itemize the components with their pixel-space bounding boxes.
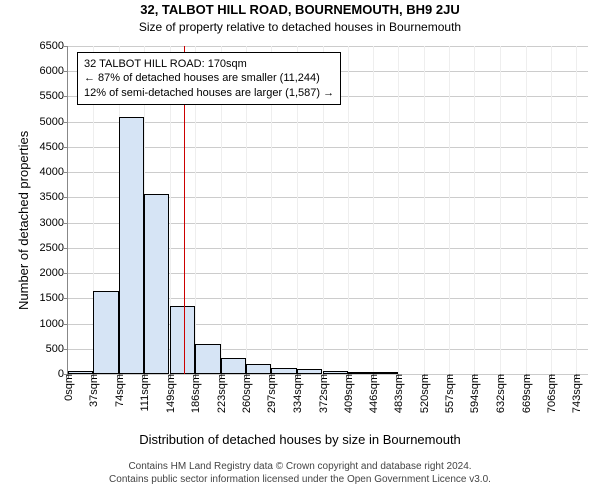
y-tick-label: 4500 (40, 141, 68, 153)
x-tick-label: 111sqm (137, 374, 151, 412)
x-tick-label: 0sqm (61, 374, 75, 401)
grid-line-horizontal (68, 122, 588, 123)
y-tick-label: 6000 (40, 65, 68, 77)
y-tick-label: 1500 (40, 292, 68, 304)
y-tick-label: 5500 (40, 90, 68, 102)
grid-line-vertical (551, 46, 552, 374)
x-tick-label: 149sqm (163, 374, 177, 413)
grid-line-vertical (373, 46, 374, 374)
x-tick-label: 37sqm (86, 374, 100, 407)
histogram-bar (323, 371, 348, 374)
histogram-bar (246, 364, 271, 374)
x-tick-label: 409sqm (341, 374, 355, 413)
x-tick-label: 186sqm (188, 374, 202, 413)
histogram-bar (297, 369, 322, 374)
y-tick-label: 1000 (40, 318, 68, 330)
footer-line-1: Contains HM Land Registry data © Crown c… (0, 460, 600, 473)
info-box-line: ← 87% of detached houses are smaller (11… (84, 71, 334, 85)
grid-line-vertical (424, 46, 425, 374)
histogram-bar (144, 194, 169, 374)
chart-plot-area: 0500100015002000250030003500400045005000… (67, 46, 588, 375)
info-box: 32 TALBOT HILL ROAD: 170sqm← 87% of deta… (77, 52, 341, 105)
x-axis-label: Distribution of detached houses by size … (0, 432, 600, 447)
x-tick-label: 669sqm (519, 374, 533, 413)
histogram-bar (119, 117, 144, 374)
x-tick-label: 74sqm (112, 374, 126, 407)
x-tick-label: 372sqm (316, 374, 330, 413)
y-tick-label: 500 (46, 343, 68, 355)
info-box-line: 32 TALBOT HILL ROAD: 170sqm (84, 57, 334, 71)
histogram-bar (348, 372, 373, 374)
grid-line-vertical (348, 46, 349, 374)
grid-line-vertical (526, 46, 527, 374)
footer-line-2: Contains public sector information licen… (0, 473, 600, 486)
y-axis-label: Number of detached properties (16, 131, 31, 310)
y-tick-label: 3500 (40, 191, 68, 203)
y-tick-label: 3000 (40, 217, 68, 229)
info-box-line: 12% of semi-detached houses are larger (… (84, 86, 334, 100)
y-tick-label: 5000 (40, 116, 68, 128)
x-tick-label: 446sqm (366, 374, 380, 413)
x-tick-label: 706sqm (544, 374, 558, 413)
x-tick-label: 223sqm (214, 374, 228, 413)
grid-line-horizontal (68, 172, 588, 173)
y-tick-label: 4000 (40, 166, 68, 178)
histogram-bar (68, 371, 93, 374)
histogram-bar (373, 372, 398, 374)
histogram-bar (170, 306, 195, 374)
grid-line-vertical (398, 46, 399, 374)
x-tick-label: 594sqm (467, 374, 481, 413)
grid-line-horizontal (68, 46, 588, 47)
x-tick-label: 743sqm (569, 374, 583, 413)
footer-attribution: Contains HM Land Registry data © Crown c… (0, 460, 600, 486)
title-main: 32, TALBOT HILL ROAD, BOURNEMOUTH, BH9 2… (0, 2, 600, 17)
x-tick-label: 260sqm (239, 374, 253, 413)
x-tick-label: 483sqm (391, 374, 405, 413)
y-tick-label: 2000 (40, 267, 68, 279)
histogram-bar (195, 344, 220, 374)
grid-line-vertical (500, 46, 501, 374)
title-sub: Size of property relative to detached ho… (0, 20, 600, 34)
x-tick-label: 334sqm (290, 374, 304, 413)
y-tick-label: 2500 (40, 242, 68, 254)
histogram-bar (93, 291, 118, 374)
x-tick-label: 520sqm (417, 374, 431, 413)
x-tick-label: 557sqm (442, 374, 456, 413)
figure-container: 32, TALBOT HILL ROAD, BOURNEMOUTH, BH9 2… (0, 0, 600, 500)
x-tick-label: 632sqm (493, 374, 507, 413)
x-tick-label: 297sqm (264, 374, 278, 413)
grid-line-horizontal (68, 147, 588, 148)
grid-line-vertical (576, 46, 577, 374)
y-tick-label: 6500 (40, 40, 68, 52)
grid-line-vertical (474, 46, 475, 374)
histogram-bar (221, 358, 246, 374)
grid-line-vertical (449, 46, 450, 374)
histogram-bar (271, 368, 296, 374)
